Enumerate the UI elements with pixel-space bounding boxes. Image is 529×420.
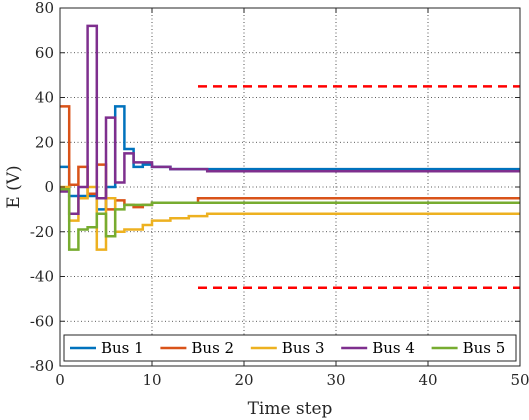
x-tick-label: 0	[55, 371, 65, 389]
grid-lines	[60, 8, 520, 366]
x-axis-label: Time step	[248, 399, 333, 419]
y-tick-label: -20	[30, 223, 54, 241]
x-tick-label: 50	[510, 371, 529, 389]
legend-label: Bus 5	[463, 339, 506, 357]
legend-label: Bus 2	[191, 339, 234, 357]
y-tick-label: -40	[30, 268, 54, 286]
x-tick-label: 10	[142, 371, 161, 389]
series-line-bus-4	[60, 24, 520, 216]
x-tick-label: 40	[418, 371, 437, 389]
legend: Bus 1 Bus 2 Bus 3 Bus 4 Bus 5	[63, 334, 517, 362]
y-tick-label: 20	[35, 133, 54, 151]
axis-ticks: 0 10 20 30 40 50 -80 -60 -40 -20 0 20 40 60 80	[30, 0, 529, 389]
legend-label: Bus 1	[101, 339, 144, 357]
series-line-bus-1	[60, 105, 520, 211]
y-tick-label: 60	[35, 44, 54, 62]
series-line-bus-5	[60, 187, 520, 251]
y-tick-label: -80	[30, 357, 54, 375]
plot-frame	[59, 7, 521, 367]
x-tick-label: 30	[326, 371, 345, 389]
y-tick-label: 80	[35, 0, 54, 17]
series-lines	[60, 24, 520, 251]
y-tick-label: 0	[44, 178, 54, 196]
y-tick-label: 40	[35, 89, 54, 107]
x-tick-label: 20	[234, 371, 253, 389]
legend-label: Bus 3	[282, 339, 325, 357]
y-tick-label: -60	[30, 312, 54, 330]
y-axis-label: E (V)	[4, 165, 24, 208]
series-line-bus-3	[60, 185, 520, 251]
series-line-bus-2	[60, 105, 520, 211]
legend-label: Bus 4	[372, 339, 415, 357]
reference-lines	[198, 85, 520, 289]
